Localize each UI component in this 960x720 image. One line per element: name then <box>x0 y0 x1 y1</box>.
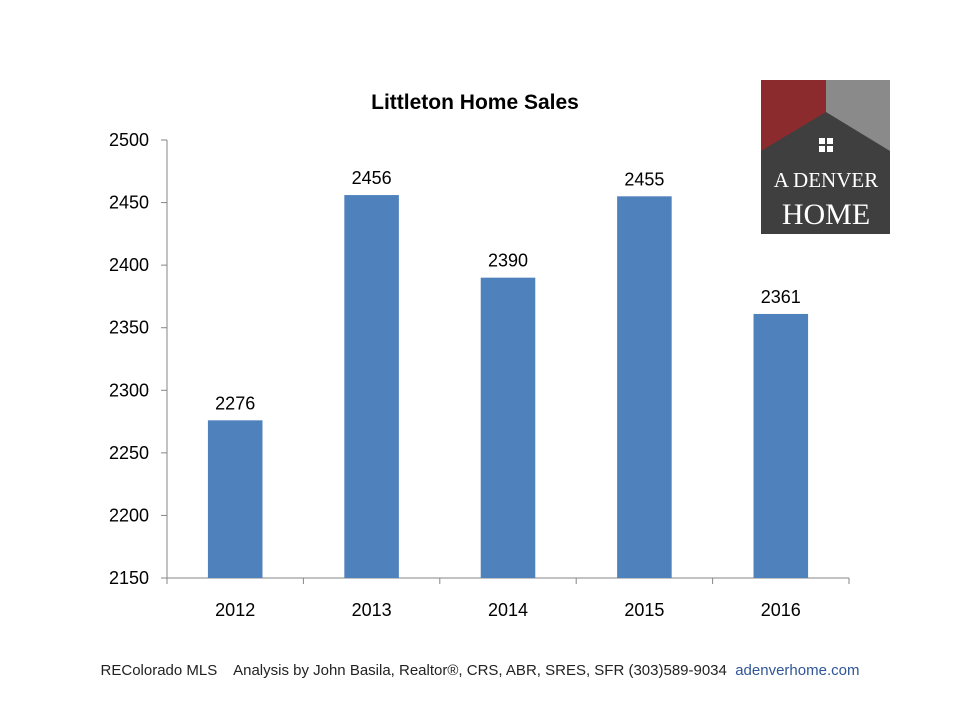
chart-title: Littleton Home Sales <box>371 91 579 114</box>
y-tick-label: 2200 <box>109 505 149 525</box>
logo-line1: A DENVER <box>774 168 878 192</box>
footer-source: REColorado MLS <box>100 662 218 679</box>
bar <box>617 196 672 579</box>
footer-credit: Analysis by John Basila, Realtor®, CRS, … <box>233 662 727 679</box>
bar <box>344 195 399 578</box>
y-tick-label: 2450 <box>109 193 149 213</box>
footer: REColorado MLS Analysis by John Basila, … <box>0 662 960 679</box>
bar <box>207 420 263 578</box>
logo-line2: HOME <box>782 198 870 231</box>
logo: A DENVER HOME <box>761 80 890 234</box>
y-tick-label: 2500 <box>109 130 149 150</box>
footer-website-link[interactable]: adenverhome.com <box>735 662 860 679</box>
bar <box>480 277 536 578</box>
x-tick-label: 2013 <box>352 600 392 620</box>
logo-house <box>761 112 890 234</box>
data-label: 2390 <box>488 251 528 271</box>
data-label: 2361 <box>761 287 801 307</box>
data-label: 2455 <box>624 169 664 189</box>
x-tick-label: 2015 <box>624 600 664 620</box>
y-tick-label: 2400 <box>109 255 149 275</box>
window-icon <box>819 138 833 152</box>
x-tick-label: 2016 <box>761 600 801 620</box>
y-tick-label: 2350 <box>109 318 149 338</box>
y-tick-label: 2250 <box>109 443 149 463</box>
bar <box>753 313 809 578</box>
plot-area: 2150 2200 2250 2300 2350 2400 2450 2500 2276 2012… <box>109 130 850 620</box>
data-label: 2456 <box>352 168 392 188</box>
y-tick-label: 2150 <box>109 568 149 588</box>
y-tick-label: 2300 <box>109 380 149 400</box>
x-tick-label: 2014 <box>488 600 528 620</box>
data-label: 2276 <box>215 393 255 413</box>
x-tick-label: 2012 <box>215 600 255 620</box>
